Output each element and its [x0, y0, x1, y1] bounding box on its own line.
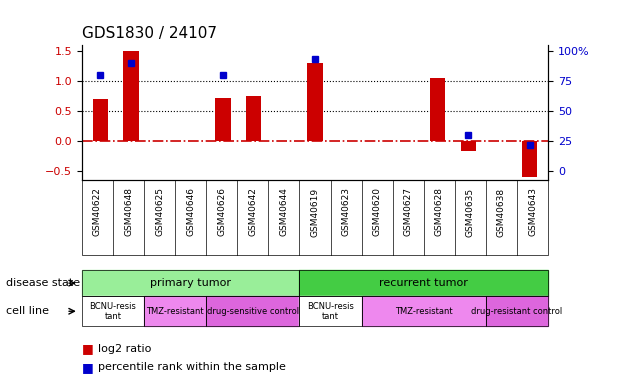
Text: ■: ■ — [82, 361, 94, 374]
Text: disease state: disease state — [6, 278, 81, 288]
Text: drug-sensitive control: drug-sensitive control — [207, 307, 299, 316]
Text: log2 ratio: log2 ratio — [98, 344, 151, 354]
Text: GSM40620: GSM40620 — [373, 188, 382, 237]
Text: GDS1830 / 24107: GDS1830 / 24107 — [82, 26, 217, 41]
Bar — [246, 96, 261, 141]
Text: GSM40619: GSM40619 — [311, 188, 319, 237]
Text: drug-resistant control: drug-resistant control — [471, 307, 563, 316]
Text: GSM40648: GSM40648 — [124, 188, 133, 237]
Text: GSM40642: GSM40642 — [248, 188, 257, 236]
Text: ■: ■ — [82, 342, 94, 355]
Text: BCNU-resis
tant: BCNU-resis tant — [89, 302, 137, 321]
Bar — [461, 141, 476, 151]
Text: cell line: cell line — [6, 306, 49, 316]
Bar — [522, 141, 537, 177]
Text: GSM40628: GSM40628 — [435, 188, 444, 237]
Text: GSM40623: GSM40623 — [341, 188, 350, 237]
Text: GSM40622: GSM40622 — [93, 188, 102, 236]
Bar — [215, 98, 231, 141]
Bar — [307, 63, 323, 141]
Text: GSM40627: GSM40627 — [404, 188, 413, 237]
Text: TMZ-resistant: TMZ-resistant — [146, 307, 204, 316]
Text: GSM40646: GSM40646 — [186, 188, 195, 237]
Bar — [93, 99, 108, 141]
Text: primary tumor: primary tumor — [150, 278, 231, 288]
Text: percentile rank within the sample: percentile rank within the sample — [98, 363, 285, 372]
Text: GSM40626: GSM40626 — [217, 188, 226, 237]
Text: GSM40644: GSM40644 — [280, 188, 289, 236]
Text: TMZ-resistant: TMZ-resistant — [395, 307, 452, 316]
Text: GSM40638: GSM40638 — [497, 188, 506, 237]
Bar — [123, 51, 139, 141]
Text: recurrent tumor: recurrent tumor — [379, 278, 468, 288]
Text: BCNU-resis
tant: BCNU-resis tant — [307, 302, 354, 321]
Text: GSM40625: GSM40625 — [155, 188, 164, 237]
Text: GSM40635: GSM40635 — [466, 188, 475, 237]
Text: GSM40643: GSM40643 — [528, 188, 537, 237]
Bar — [430, 78, 445, 141]
